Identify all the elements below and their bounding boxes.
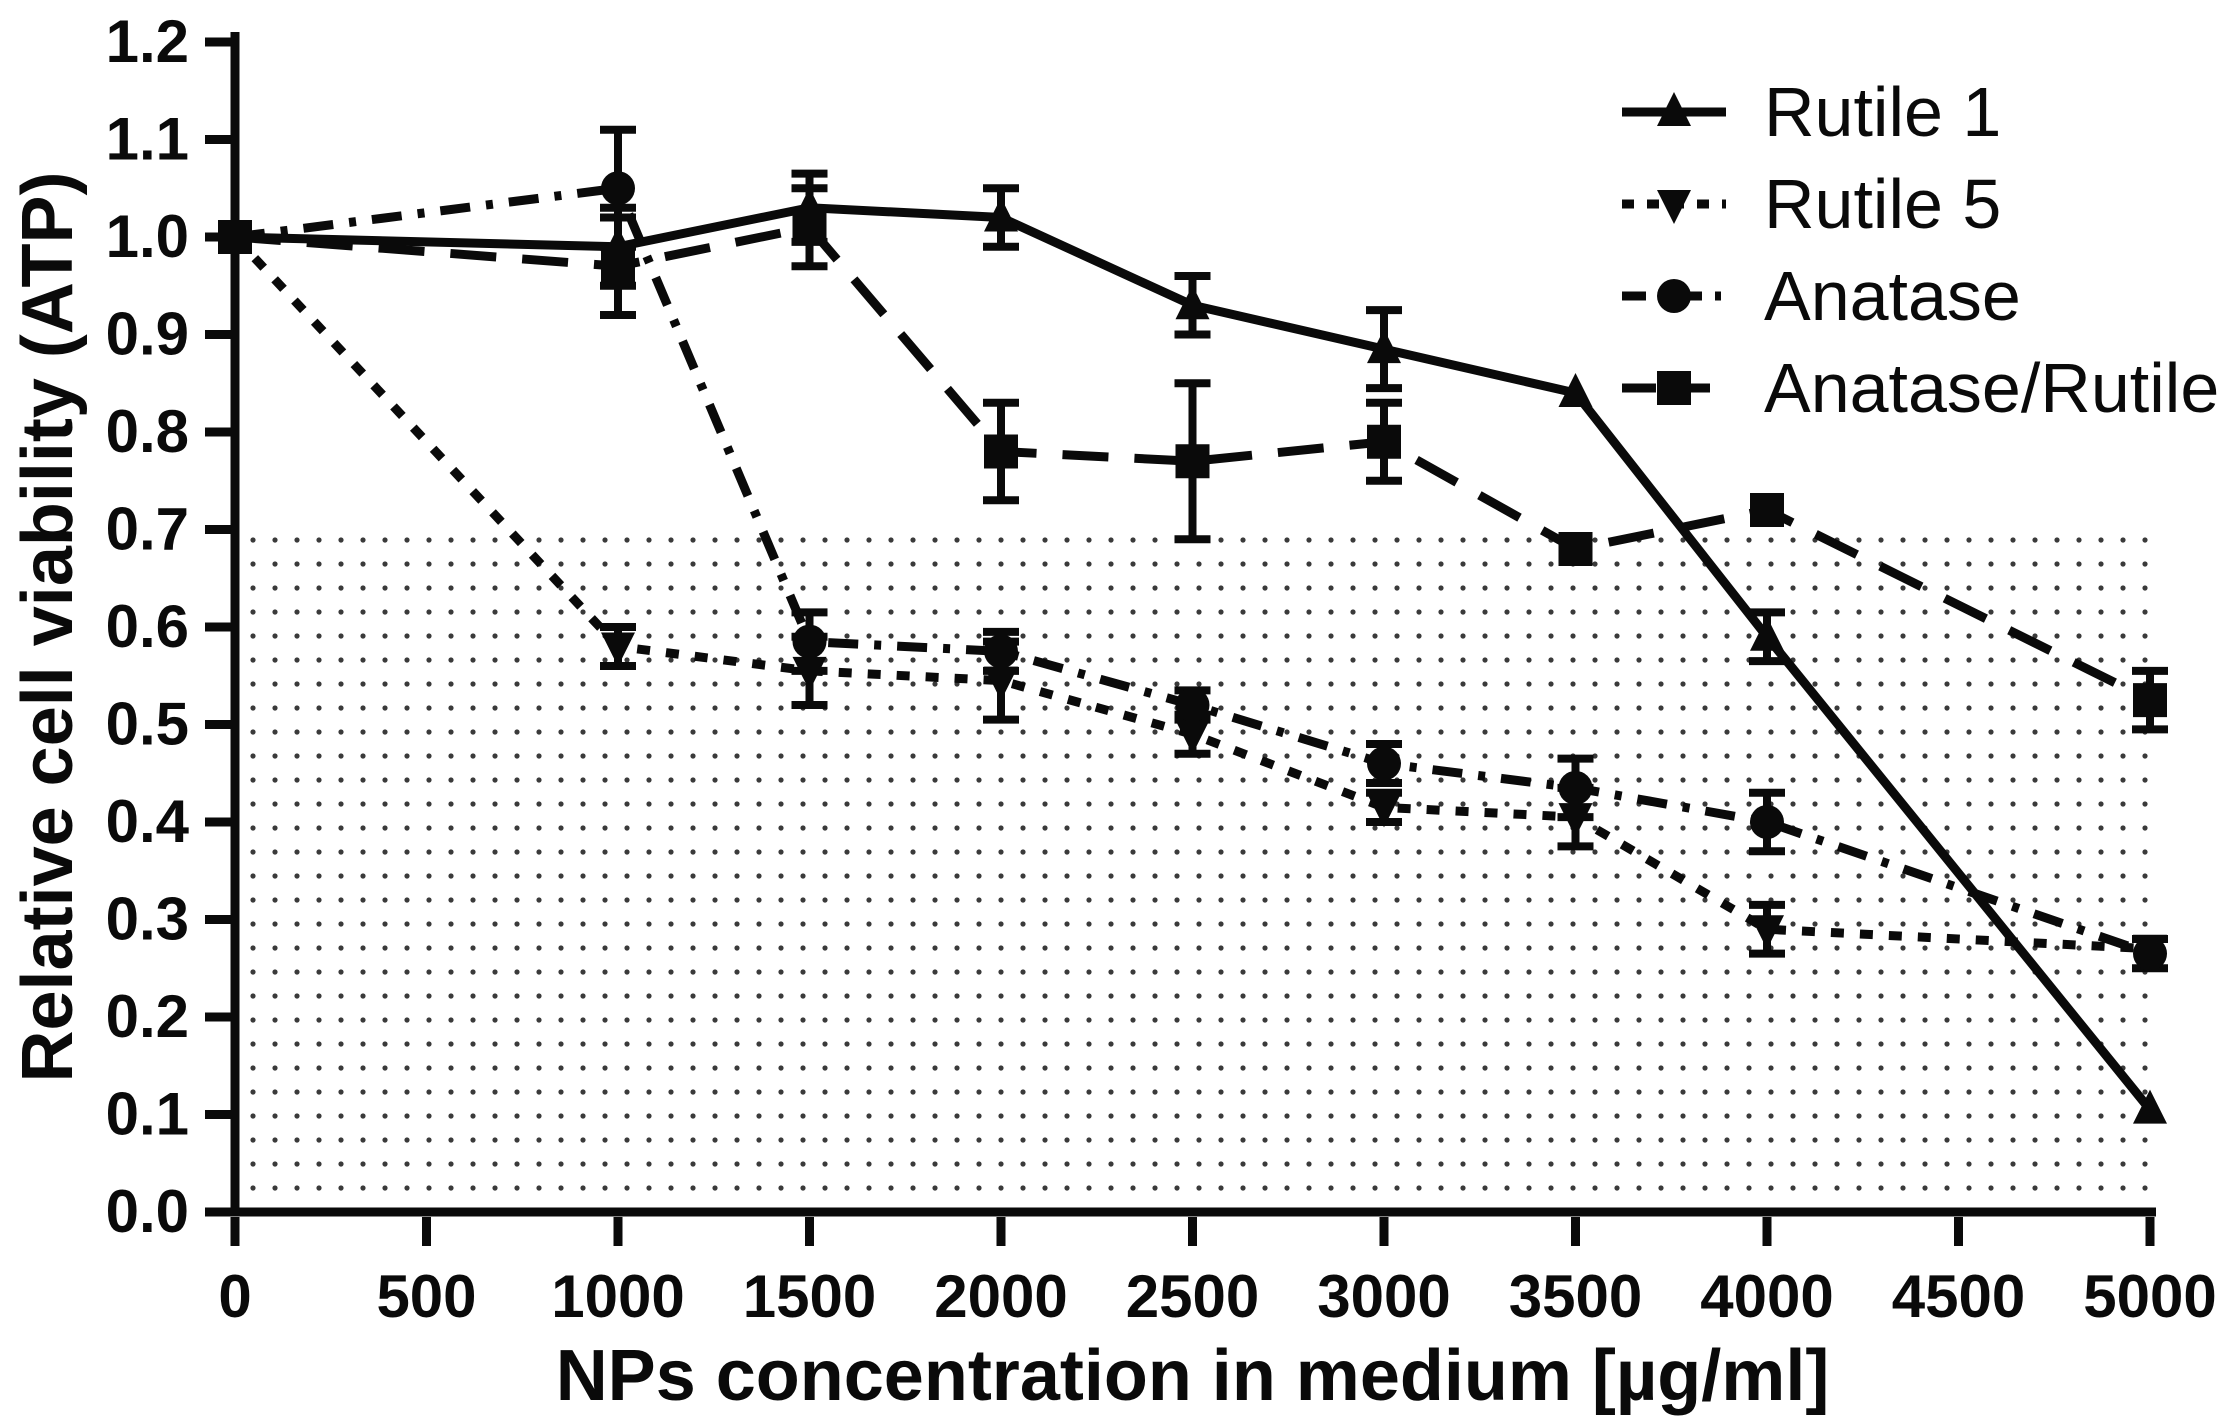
series-line [231, 233, 2151, 954]
legend-item-anatase: Anatase [1622, 257, 2021, 335]
x-tick-label: 3000 [1317, 1263, 1450, 1330]
x-tick-label: 1500 [743, 1263, 876, 1330]
y-tick-label: 1.0 [106, 203, 189, 270]
legend-label: Rutile 5 [1764, 165, 2001, 243]
x-tick-label: 4500 [1892, 1263, 2025, 1330]
y-tick-label: 0.9 [106, 301, 189, 368]
legend: Rutile 1 Rutile 5 Anatase Anatase/Rutile [1622, 73, 2219, 427]
y-tick-label: 0.5 [106, 691, 189, 758]
legend-item-anatase-rutile: Anatase/Rutile [1622, 349, 2219, 427]
x-tick-label: 1000 [551, 1263, 684, 1330]
x-tick-label: 3500 [1509, 1263, 1642, 1330]
legend-item-rutile-1: Rutile 1 [1622, 73, 2001, 151]
ticks: 0.0 0.1 0.2 0.3 0.4 0.5 0.6 0.7 0.8 0.9 1.0 1.1 1.2 0… [106, 8, 2217, 1330]
y-tick-label: 0.3 [106, 886, 189, 953]
y-tick-label: 0.0 [106, 1178, 189, 1245]
x-tick-label: 0 [218, 1263, 251, 1330]
y-tick-label: 1.1 [106, 106, 189, 173]
y-tick-label: 1.2 [106, 8, 189, 75]
y-tick-label: 0.6 [106, 593, 189, 660]
legend-item-rutile-5: Rutile 5 [1622, 165, 2001, 243]
x-tick-label: 2000 [934, 1263, 1067, 1330]
x-tick-label: 5000 [2083, 1263, 2216, 1330]
legend-label: Anatase [1764, 257, 2021, 335]
y-tick-label: 0.7 [106, 496, 189, 563]
legend-label: Rutile 1 [1764, 73, 2001, 151]
series-line [234, 222, 2153, 705]
x-tick-label: 500 [376, 1263, 476, 1330]
y-tick-label: 0.2 [106, 983, 189, 1050]
legend-label: Anatase/Rutile [1764, 349, 2219, 427]
x-axis-title: NPs concentration in medium [µg/ml] [556, 1336, 1830, 1416]
x-tick-label: 2500 [1126, 1263, 1259, 1330]
threshold-band [235, 519, 2150, 1212]
y-tick-label: 0.8 [106, 398, 189, 465]
y-axis-title: Relative cell viability (ATP) [8, 172, 88, 1083]
y-tick-label: 0.4 [106, 788, 190, 855]
series-anatase-rutile [218, 184, 2168, 734]
y-tick-label: 0.1 [106, 1081, 189, 1148]
x-tick-label: 4000 [1700, 1263, 1833, 1330]
